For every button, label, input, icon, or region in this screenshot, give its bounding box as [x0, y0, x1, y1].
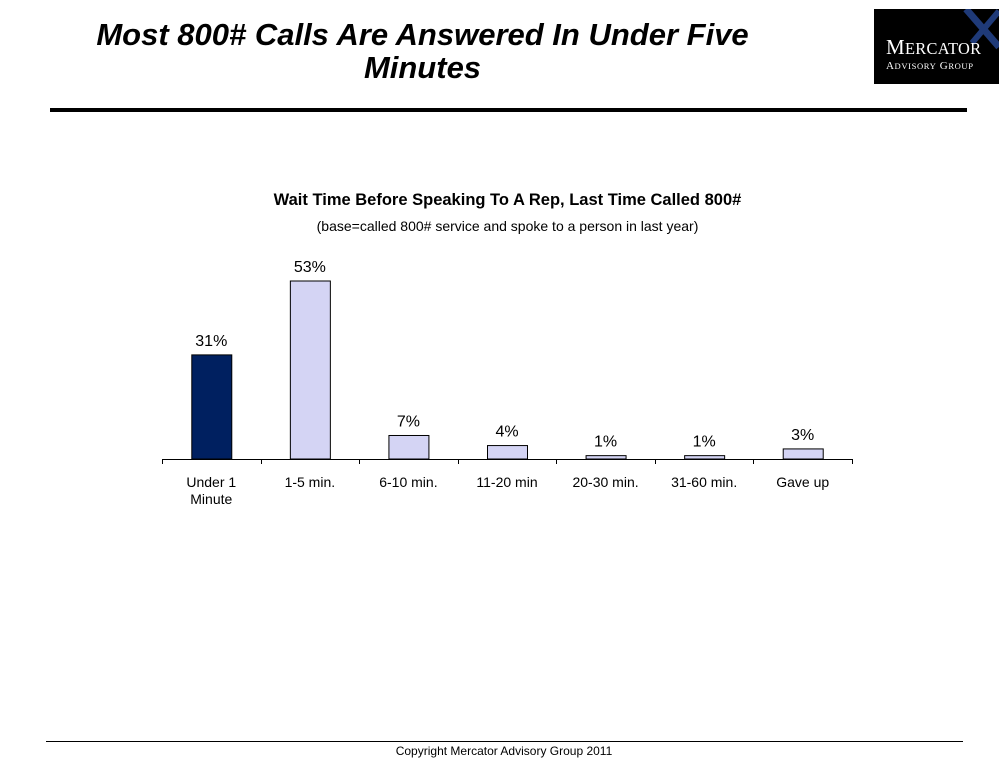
chart-title: Wait Time Before Speaking To A Rep, Last… — [273, 191, 742, 209]
category-label-6: Gave up — [776, 474, 829, 490]
company-logo: MERCATOR ADVISORY GROUP — [874, 9, 999, 84]
data-label-3: 4% — [495, 424, 518, 441]
category-label-0: Minute — [190, 491, 232, 507]
bar-4 — [585, 455, 627, 460]
bar-1 — [289, 280, 331, 460]
footer-divider — [46, 741, 963, 742]
logo-x-mark-icon — [963, 9, 999, 50]
category-label-0: Under 1 — [186, 474, 236, 490]
chart-subtitle: (base=called 800# service and spoke to a… — [316, 218, 699, 234]
slide-title: Most 800# Calls Are Answered In Under Fi… — [96, 17, 749, 85]
data-label-1: 53% — [294, 259, 326, 276]
title-divider — [50, 108, 967, 112]
bar-3 — [487, 445, 528, 460]
data-label-4: 1% — [594, 434, 617, 451]
category-label-4: 20-30 min. — [572, 474, 638, 490]
category-label-5: 31-60 min. — [671, 474, 737, 490]
category-label-3: 11-20 min — [476, 474, 537, 490]
data-label-6: 3% — [791, 427, 814, 444]
bar-0 — [191, 354, 233, 460]
logo-tagline: ADVISORY GROUP — [886, 60, 974, 72]
bar-2 — [388, 434, 430, 460]
copyright-footer: Copyright Mercator Advisory Group 2011 — [395, 744, 613, 758]
data-label-2: 7% — [397, 413, 420, 430]
category-label-1: 1-5 min. — [285, 474, 336, 490]
bar-5 — [684, 455, 726, 460]
data-label-5: 1% — [693, 434, 716, 451]
category-label-2: 6-10 min. — [379, 474, 437, 490]
bar-6 — [782, 448, 824, 460]
data-label-0: 31% — [195, 333, 227, 350]
logo-name: MERCATOR — [886, 35, 982, 59]
